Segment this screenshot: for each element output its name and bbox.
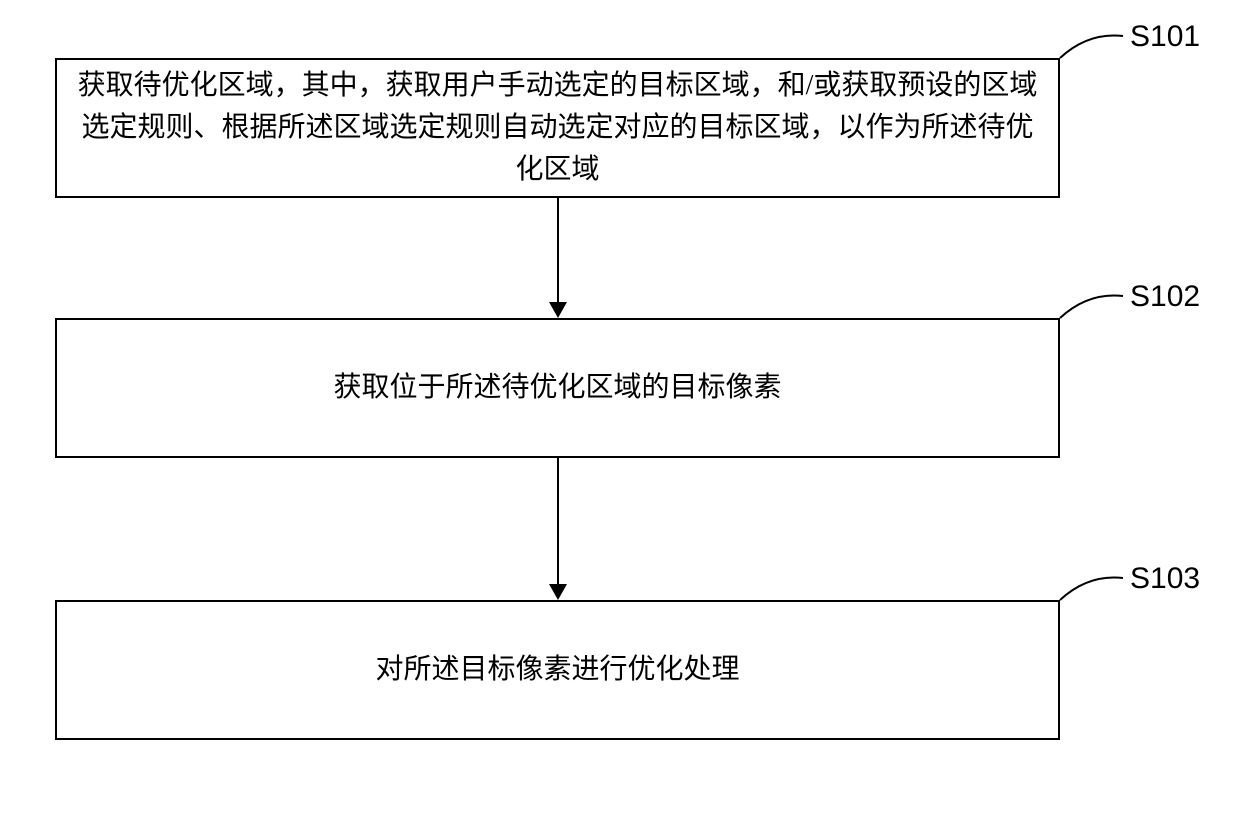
step-text-s103: 对所述目标像素进行优化处理	[375, 649, 739, 691]
step-label-s103: S103	[1130, 562, 1200, 596]
arrow-line-1	[557, 198, 559, 302]
step-label-s101: S101	[1130, 20, 1200, 54]
label-connector-s101	[1058, 30, 1128, 65]
label-connector-s103	[1058, 572, 1128, 607]
arrow-head-1	[549, 302, 567, 318]
flowchart-container: 获取待优化区域，其中，获取用户手动选定的目标区域，和/或获取预设的区域选定规则、…	[0, 0, 1240, 817]
step-text-s101: 获取待优化区域，其中，获取用户手动选定的目标区域，和/或获取预设的区域选定规则、…	[77, 65, 1038, 191]
step-box-s103: 对所述目标像素进行优化处理	[55, 600, 1060, 740]
step-text-s102: 获取位于所述待优化区域的目标像素	[333, 367, 781, 409]
step-box-s101: 获取待优化区域，其中，获取用户手动选定的目标区域，和/或获取预设的区域选定规则、…	[55, 58, 1060, 198]
label-connector-s102	[1058, 290, 1128, 325]
step-box-s102: 获取位于所述待优化区域的目标像素	[55, 318, 1060, 458]
arrow-line-2	[557, 458, 559, 584]
arrow-head-2	[549, 584, 567, 600]
step-label-s102: S102	[1130, 280, 1200, 314]
